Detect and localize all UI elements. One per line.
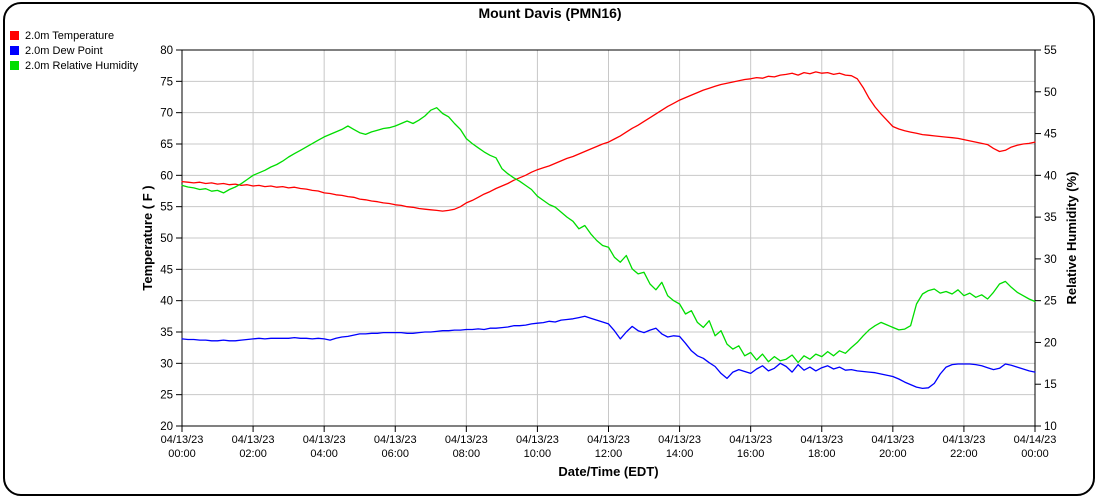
x-tick-label-date: 04/14/23 <box>1014 434 1057 446</box>
x-tick-label-time: 12:00 <box>595 448 623 460</box>
legend-item-relative-humidity: 2.0m Relative Humidity <box>10 58 138 73</box>
y-right-tick-label: 45 <box>1044 129 1057 141</box>
series-line-0 <box>181 71 1036 212</box>
x-tick-label-time: 00:00 <box>168 448 196 460</box>
y-left-tick-label: 30 <box>160 358 173 370</box>
legend-item-temperature: 2.0m Temperature <box>10 28 138 43</box>
x-tick-label-date: 04/13/23 <box>303 434 346 446</box>
y-right-tick-label: 20 <box>1044 337 1057 349</box>
y-left-tick-label: 45 <box>160 264 173 276</box>
y-left-tick-label: 40 <box>160 296 173 308</box>
y-left-tick-label: 65 <box>160 139 173 151</box>
x-tick-label-time: 00:00 <box>1021 448 1049 460</box>
y-left-tick-label: 35 <box>160 327 173 339</box>
series-line-1 <box>181 315 1036 390</box>
y-left-tick-label: 20 <box>160 421 173 433</box>
y-left-tick-label: 55 <box>160 202 173 214</box>
relative-humidity-legend-swatch-icon <box>10 61 19 70</box>
x-tick-label-date: 04/13/23 <box>587 434 630 446</box>
x-tick-label-date: 04/13/23 <box>232 434 275 446</box>
x-tick-label-time: 04:00 <box>310 448 338 460</box>
x-axis-title: Date/Time (EDT) <box>558 464 658 479</box>
x-tick-label-time: 02:00 <box>239 448 267 460</box>
legend-label-temperature: 2.0m Temperature <box>25 29 115 42</box>
x-tick-label-date: 04/13/23 <box>516 434 559 446</box>
x-tick-label-date: 04/13/23 <box>871 434 914 446</box>
legend-item-dew-point: 2.0m Dew Point <box>10 43 138 58</box>
x-tick-label-date: 04/13/23 <box>658 434 701 446</box>
y-left-tick-label: 60 <box>160 170 173 182</box>
x-tick-label-time: 18:00 <box>808 448 836 460</box>
x-tick-label-date: 04/13/23 <box>374 434 417 446</box>
legend-label-dew-point: 2.0m Dew Point <box>25 44 103 57</box>
y-right-tick-label: 40 <box>1044 170 1057 182</box>
y-right-tick-label: 15 <box>1044 379 1057 391</box>
temperature-legend-swatch-icon <box>10 31 19 40</box>
x-tick-label-time: 20:00 <box>879 448 907 460</box>
y-left-tick-label: 50 <box>160 233 173 245</box>
y-right-tick-label: 35 <box>1044 212 1057 224</box>
x-tick-label-date: 04/13/23 <box>729 434 772 446</box>
y-left-tick-label: 75 <box>160 76 173 88</box>
x-tick-label-time: 08:00 <box>453 448 481 460</box>
x-tick-label-date: 04/13/23 <box>445 434 488 446</box>
y-right-tick-label: 30 <box>1044 254 1057 266</box>
x-tick-label-time: 10:00 <box>524 448 552 460</box>
x-tick-label-date: 04/13/23 <box>943 434 986 446</box>
y-right-tick-label: 55 <box>1044 45 1057 57</box>
x-tick-label-time: 22:00 <box>950 448 978 460</box>
y-left-tick-label: 25 <box>160 390 173 402</box>
y-right-tick-label: 25 <box>1044 296 1057 308</box>
y-right-axis-title: Relative Humidity (%) <box>1064 172 1079 305</box>
x-tick-label-date: 04/13/23 <box>161 434 204 446</box>
series-line-2 <box>181 107 1036 364</box>
dew-point-legend-swatch-icon <box>10 46 19 55</box>
y-left-tick-label: 70 <box>160 108 173 120</box>
legend-label-relative-humidity: 2.0m Relative Humidity <box>25 59 139 72</box>
legend: 2.0m Temperature 2.0m Dew Point 2.0m Rel… <box>10 28 138 73</box>
x-tick-label-time: 06:00 <box>381 448 409 460</box>
x-tick-label-time: 14:00 <box>666 448 694 460</box>
x-tick-label-date: 04/13/23 <box>800 434 843 446</box>
page-title: Mount Davis (PMN16) <box>478 5 622 21</box>
x-tick-label-time: 16:00 <box>737 448 765 460</box>
y-right-tick-label: 10 <box>1044 421 1057 433</box>
y-right-tick-label: 50 <box>1044 87 1057 99</box>
y-left-axis-title: Temperature ( F ) <box>140 185 155 290</box>
chart-frame <box>3 2 1095 496</box>
y-left-tick-label: 80 <box>160 45 173 57</box>
